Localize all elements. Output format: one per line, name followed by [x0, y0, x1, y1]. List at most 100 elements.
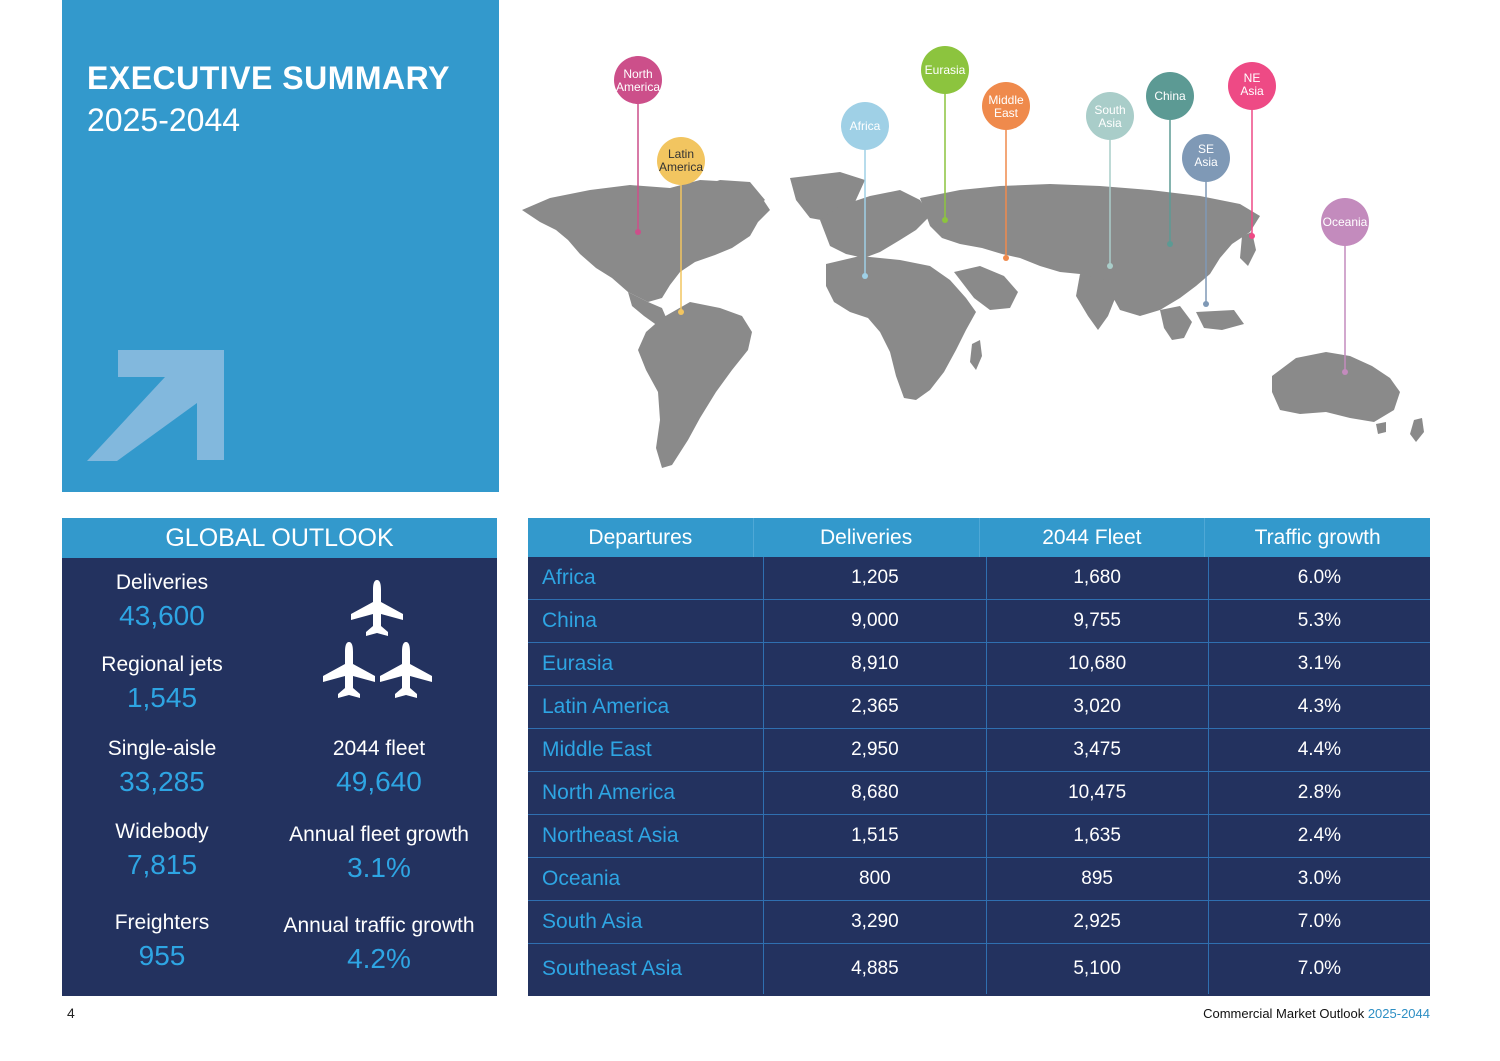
column-header: Traffic growth — [1254, 526, 1381, 549]
pin-label-line-1: Oceania — [1323, 215, 1368, 229]
footer-years: 2025-2044 — [1367, 1006, 1430, 1021]
table-row: Latin America 2,365 3,020 4.3% — [528, 686, 1430, 729]
footer-title: Commercial Market Outlook — [1203, 1006, 1365, 1021]
deliveries-cell: 8,910 — [764, 643, 987, 685]
region-cell: South Asia — [528, 901, 765, 943]
pin-label-line-1: South — [1094, 103, 1125, 117]
fleet-cell: 3,475 — [987, 729, 1209, 771]
pin-label-line-1: China — [1154, 89, 1186, 103]
pin-label-line-2: America — [659, 160, 703, 174]
table-header: Departures Deliveries 2044 Fleet Traffic… — [528, 518, 1430, 557]
stat-label: Single-aisle — [107, 737, 217, 760]
region-cell: Northeast Asia — [528, 815, 765, 857]
fleet-cell: 1,680 — [987, 557, 1209, 599]
deliveries-cell: 800 — [764, 858, 987, 900]
table-row: Eurasia 8,910 10,680 3.1% — [528, 643, 1430, 686]
pin-china: China — [1146, 72, 1194, 247]
traffic-growth-cell: 6.0% — [1297, 567, 1342, 588]
pin-label-line-2: Asia — [1240, 84, 1264, 98]
stat-value: 33,285 — [119, 766, 205, 797]
fleet-cell: 5,100 — [987, 944, 1209, 994]
pin-label-line-2: America — [616, 80, 660, 94]
pin-middle-east: Middle East — [982, 82, 1030, 261]
fleet-cell: 10,475 — [987, 772, 1209, 814]
stat-label: 2044 fleet — [332, 737, 426, 760]
stat-regional-jets: Regional jets 1,545 — [62, 652, 262, 716]
deliveries-cell: 1,205 — [764, 557, 987, 599]
fleet-cell: 3,020 — [987, 686, 1209, 728]
pin-label-line-2: Asia — [1098, 116, 1122, 130]
arrow-up-right-icon — [87, 350, 224, 461]
pin-se-asia: SE Asia — [1182, 134, 1230, 307]
pin-label-line-1: Middle — [988, 93, 1024, 107]
stat-annual-fleet-growth: Annual fleet growth 3.1% — [269, 822, 489, 886]
region-cell: China — [528, 600, 765, 642]
hero-title: EXECUTIVE SUMMARY — [87, 60, 450, 96]
stat-2044-fleet: 2044 fleet 49,640 — [279, 736, 479, 800]
table-row: South Asia 3,290 2,925 7.0% — [528, 901, 1430, 944]
stat-widebody: Widebody 7,815 — [62, 819, 262, 883]
stat-freighters: Freighters 955 — [62, 910, 262, 974]
fleet-cell: 10,680 — [987, 643, 1209, 685]
stat-label: Regional jets — [101, 653, 223, 676]
deliveries-cell: 2,950 — [764, 729, 987, 771]
global-outlook-header: GLOBAL OUTLOOK — [62, 518, 497, 558]
traffic-growth-cell: 7.0% — [1297, 911, 1342, 932]
page-number: 4 — [67, 1005, 75, 1021]
table-row: Middle East 2,950 3,475 4.4% — [528, 729, 1430, 772]
table-row: China 9,000 9,755 5.3% — [528, 600, 1430, 643]
airplanes-icon — [323, 580, 432, 698]
pin-label-line-2: Asia — [1194, 155, 1218, 169]
region-cell: Middle East — [528, 729, 765, 771]
fleet-cell: 895 — [987, 858, 1209, 900]
hero-panel: EXECUTIVE SUMMARY 2025-2044 — [62, 0, 499, 492]
deliveries-cell: 1,515 — [764, 815, 987, 857]
stat-value: 4.2% — [347, 943, 411, 974]
deliveries-cell: 8,680 — [764, 772, 987, 814]
pin-oceania: Oceania — [1321, 198, 1369, 375]
pin-north-america: North America — [614, 56, 662, 235]
table-row: Oceania 800 895 3.0% — [528, 858, 1430, 901]
deliveries-cell: 4,885 — [764, 944, 987, 994]
table-row: Southeast Asia 4,885 5,100 7.0% — [528, 944, 1430, 994]
stat-label: Annual fleet growth — [289, 823, 469, 846]
global-outlook-panel: GLOBAL OUTLOOK Deliveries 43,600 Regiona… — [62, 518, 497, 996]
stat-label: Freighters — [114, 911, 210, 934]
pin-south-asia: South Asia — [1086, 92, 1134, 269]
region-cell: Eurasia — [528, 643, 765, 685]
stat-value: 7,815 — [126, 849, 198, 880]
region-cell: North America — [528, 772, 765, 814]
region-cell: Southeast Asia — [528, 944, 765, 994]
column-header: Deliveries — [754, 518, 980, 557]
pin-label-line-1: SE — [1198, 142, 1214, 156]
traffic-growth-cell: 4.4% — [1297, 739, 1342, 760]
stat-label: Deliveries — [115, 571, 209, 594]
table-row: Northeast Asia 1,515 1,635 2.4% — [528, 815, 1430, 858]
stat-single-aisle: Single-aisle 33,285 — [62, 736, 262, 800]
region-cell: Oceania — [528, 858, 765, 900]
traffic-growth-cell: 4.3% — [1297, 696, 1342, 717]
stat-label: Annual traffic growth — [283, 914, 475, 937]
pin-label-line-1: Eurasia — [925, 63, 966, 77]
deliveries-cell: 2,365 — [764, 686, 987, 728]
stat-value: 1,545 — [126, 682, 198, 713]
pin-label-line-1: Latin — [668, 147, 694, 161]
deliveries-cell: 9,000 — [764, 600, 987, 642]
pin-eurasia: Eurasia — [921, 46, 969, 223]
regional-table: Departures Deliveries 2044 Fleet Traffic… — [528, 518, 1430, 996]
stat-value: 955 — [138, 940, 186, 971]
stat-value: 49,640 — [336, 766, 422, 797]
pin-label-line-1: Africa — [850, 119, 881, 133]
fleet-cell: 1,635 — [987, 815, 1209, 857]
stat-value: 3.1% — [347, 852, 411, 883]
traffic-growth-cell: 2.4% — [1297, 825, 1342, 846]
fleet-cell: 9,755 — [987, 600, 1209, 642]
table-row: Africa 1,205 1,680 6.0% — [528, 557, 1430, 600]
region-cell: Africa — [528, 557, 765, 599]
pin-label-line-1: North — [623, 67, 652, 81]
stat-label: Widebody — [115, 820, 209, 843]
fleet-cell: 2,925 — [987, 901, 1209, 943]
stat-deliveries: Deliveries 43,600 — [62, 570, 262, 634]
column-header: Departures — [528, 518, 754, 557]
region-cell: Latin America — [528, 686, 765, 728]
